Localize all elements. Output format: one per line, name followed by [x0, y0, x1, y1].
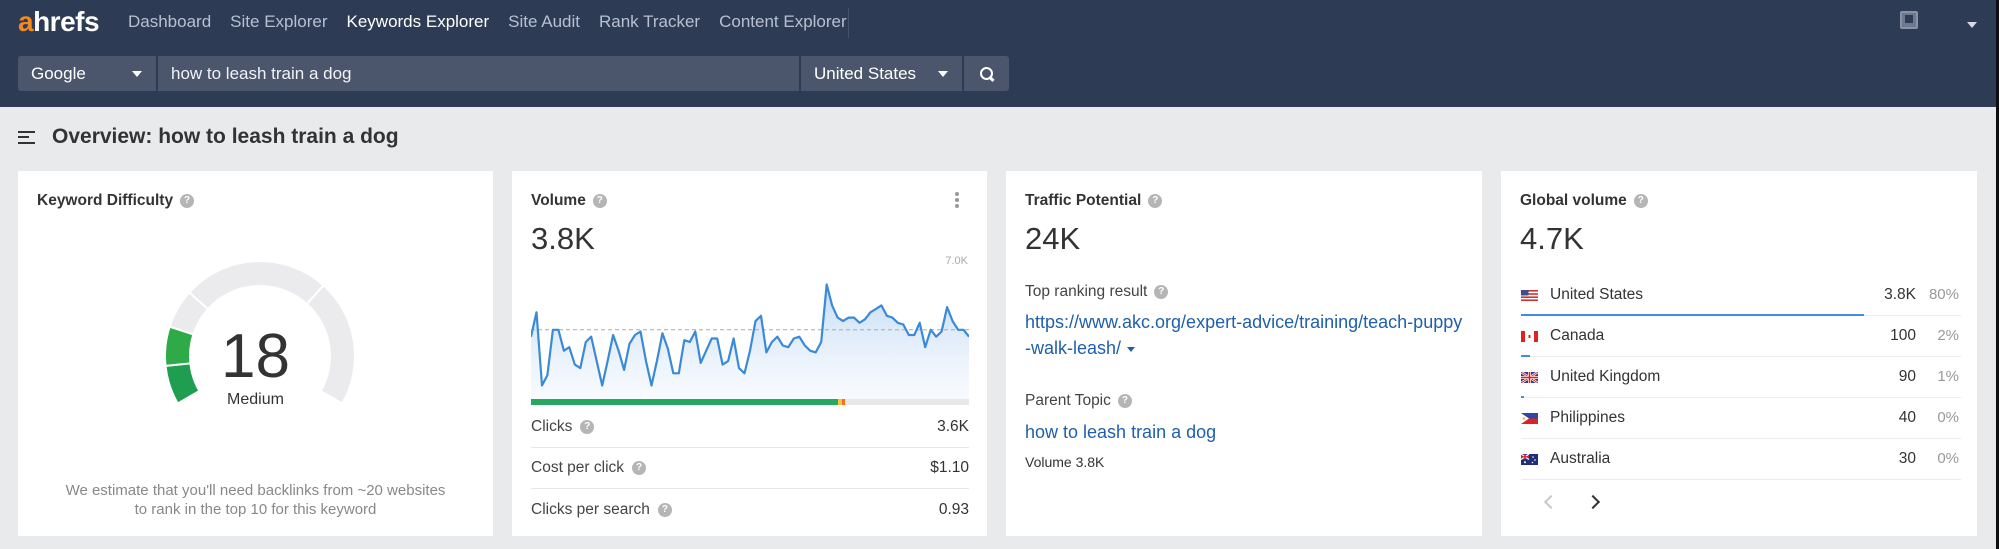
difficulty-gauge: [164, 260, 356, 405]
kd-score: 18: [221, 322, 290, 391]
country-row[interactable]: Philippines 40 0%: [1521, 398, 1961, 439]
page-title: Overview: how to leash train a dog: [52, 125, 399, 148]
help-icon[interactable]: ?: [1148, 194, 1163, 208]
card-title: Traffic Potential?: [1025, 192, 1163, 210]
metric-clicks-per-search: Clicks per search? 0.93: [531, 500, 969, 518]
help-icon[interactable]: ?: [657, 502, 672, 517]
kd-estimate-note: We estimate that you'll need backlinks f…: [65, 482, 446, 518]
help-icon[interactable]: ?: [180, 194, 195, 208]
share-bar: [1521, 355, 1530, 357]
help-icon[interactable]: ?: [632, 461, 647, 475]
help-icon[interactable]: ?: [1633, 194, 1648, 208]
metric-cpc: Cost per click? $1.10: [531, 448, 969, 489]
country-row[interactable]: United States 3.8K 80%: [1521, 275, 1961, 316]
window-edge: [1996, 0, 1999, 549]
volume-trend-chart: [531, 283, 969, 401]
global-volume-card: Global volume? 4.7K United States 3.8K 8…: [1501, 171, 1977, 536]
help-icon[interactable]: ?: [580, 420, 595, 434]
chevron-right-icon[interactable]: [1585, 493, 1599, 511]
metric-clicks: Clicks? 3.6K: [531, 407, 969, 448]
menu-icon[interactable]: [18, 130, 35, 144]
country-select[interactable]: United States: [801, 56, 962, 91]
parent-topic-link[interactable]: how to leash train a dog: [1025, 422, 1217, 442]
top-header: ahrefs Dashboard Site Explorer Keywords …: [0, 0, 1996, 107]
search-icon: [979, 66, 994, 81]
country-row[interactable]: Australia 30 0%: [1521, 439, 1961, 480]
nav-dashboard[interactable]: Dashboard: [128, 12, 212, 31]
clicks-distribution-bar: [531, 399, 969, 405]
nav-content-explorer[interactable]: Content Explorer: [719, 12, 847, 31]
global-volume-value: 4.7K: [1520, 221, 1584, 256]
country-row[interactable]: Canada 100 2%: [1521, 316, 1961, 357]
ph-flag-icon: [1521, 413, 1538, 424]
traffic-potential-value: 24K: [1025, 221, 1081, 256]
help-icon[interactable]: ?: [1154, 285, 1169, 299]
card-title: Keyword Difficulty?: [37, 192, 195, 210]
parent-topic-label: Parent Topic?: [1025, 392, 1132, 410]
nav-keywords-explorer[interactable]: Keywords Explorer: [346, 12, 490, 31]
card-title: Volume?: [531, 192, 607, 210]
title-row: Overview: how to leash train a dog: [18, 125, 399, 149]
volume-card: Volume? 3.8K 7.0K Clicks? 3.6K Cost pe: [512, 171, 987, 536]
uk-flag-icon: [1521, 372, 1538, 383]
main-nav: Dashboard Site Explorer Keywords Explore…: [128, 12, 866, 32]
search-bar: Google how to leash train a dog United S…: [18, 56, 1009, 91]
nav-site-audit[interactable]: Site Audit: [508, 12, 580, 31]
card-title: Global volume?: [1520, 192, 1648, 210]
chart-max-label: 7.0K: [945, 255, 968, 267]
dropdown-caret-icon[interactable]: [1127, 346, 1136, 352]
top-result-link[interactable]: https://www.akc.org/expert-advice/traini…: [1025, 312, 1463, 358]
kd-label: Medium: [227, 391, 284, 408]
parent-topic-volume: Volume 3.8K: [1025, 454, 1105, 470]
nav-site-explorer[interactable]: Site Explorer: [230, 12, 328, 31]
search-button[interactable]: [964, 56, 1009, 91]
chevron-left-icon[interactable]: [1541, 493, 1555, 511]
inbox-icon[interactable]: [1900, 11, 1918, 29]
nav-rank-tracker[interactable]: Rank Tracker: [599, 12, 701, 31]
nav-divider: [848, 8, 849, 38]
chevron-down-icon: [132, 71, 142, 77]
keyword-input[interactable]: how to leash train a dog: [158, 56, 799, 91]
ahrefs-logo[interactable]: ahrefs: [18, 6, 100, 37]
ca-flag-icon: [1521, 331, 1538, 342]
us-flag-icon: [1521, 290, 1538, 301]
help-icon[interactable]: ?: [592, 194, 607, 208]
share-bar: [1521, 314, 1865, 316]
help-icon[interactable]: ?: [1117, 394, 1132, 408]
search-engine-select[interactable]: Google: [18, 56, 156, 91]
more-options-icon[interactable]: [955, 192, 959, 208]
traffic-potential-card: Traffic Potential? 24K Top ranking resul…: [1006, 171, 1482, 536]
country-pager: [1541, 493, 1599, 511]
au-flag-icon: [1521, 454, 1538, 465]
chevron-down-icon: [938, 71, 948, 77]
keyword-difficulty-card: Keyword Difficulty? 18 Medium We estimat…: [18, 171, 493, 536]
country-row[interactable]: United Kingdom 90 1%: [1521, 357, 1961, 398]
volume-value: 3.8K: [531, 221, 595, 256]
share-bar: [1521, 396, 1524, 398]
top-result-label: Top ranking result?: [1025, 283, 1169, 301]
account-dropdown-caret-icon[interactable]: [1967, 22, 1977, 28]
